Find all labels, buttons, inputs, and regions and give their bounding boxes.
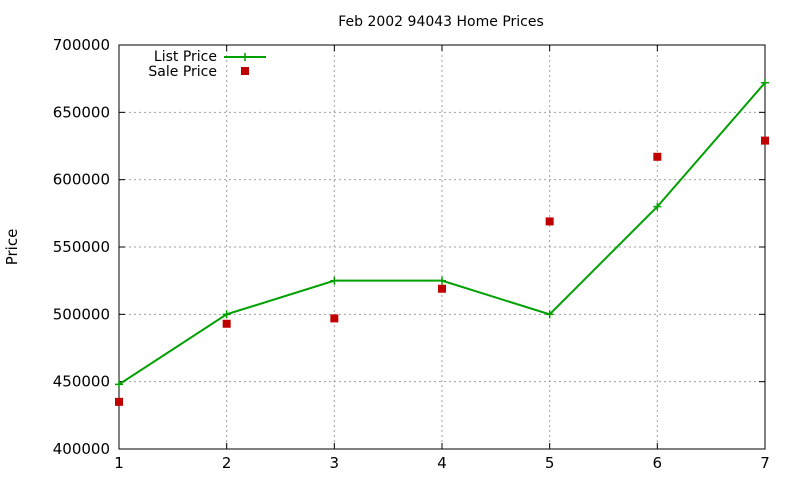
legend-swatch-sale-price: [241, 67, 249, 75]
list-price-point: [653, 202, 662, 211]
x-tick-label: 7: [760, 454, 770, 472]
x-tick-label: 2: [222, 454, 232, 472]
legend-label-list-price: List Price: [154, 49, 217, 65]
chart-title: Feb 2002 94043 Home Prices: [338, 14, 544, 30]
x-tick-label: 6: [653, 454, 663, 472]
x-tick-label: 4: [437, 454, 447, 472]
sale-price-point: [545, 217, 554, 226]
x-tick-label: 5: [545, 454, 555, 472]
y-tick-label: 400000: [53, 440, 110, 458]
y-tick-label: 550000: [53, 238, 110, 256]
list-price-line: [118, 82, 766, 386]
x-tick-label: 3: [330, 454, 340, 472]
x-tick-label: 1: [114, 454, 124, 472]
plot-frame: [118, 44, 766, 450]
legend-marker-list-price: [241, 53, 249, 61]
y-tick-label: 650000: [53, 103, 110, 121]
y-axis-label: Price: [3, 229, 21, 266]
sale-price-point: [438, 284, 446, 293]
sale-price-point: [115, 397, 123, 406]
y-tick-label: 500000: [53, 305, 110, 323]
y-tick-labels: 400000 450000 500000 550000 600000 650000 7000…: [53, 36, 110, 458]
list-price-point: [545, 310, 554, 319]
list-price-point: [438, 276, 446, 285]
y-tick-label: 450000: [53, 373, 110, 391]
y-tick-label: 700000: [53, 36, 110, 54]
list-price-point: [222, 310, 231, 319]
y-tick-label: 600000: [53, 171, 110, 189]
sale-price-point: [222, 319, 231, 328]
sale-price-point: [653, 152, 662, 161]
list-price-point: [115, 380, 123, 389]
series-layer: [115, 78, 769, 406]
legend-label-sale-price: Sale Price: [148, 64, 217, 80]
sale-price-point: [330, 314, 339, 323]
list-price-point: [330, 276, 339, 285]
list-price-point: [761, 78, 769, 87]
x-tick-labels: 1 2 3 4 5 6 7: [114, 454, 770, 472]
legend: List Price Sale Price: [148, 49, 266, 80]
sale-price-point: [761, 136, 769, 145]
gridlines: [119, 45, 765, 449]
